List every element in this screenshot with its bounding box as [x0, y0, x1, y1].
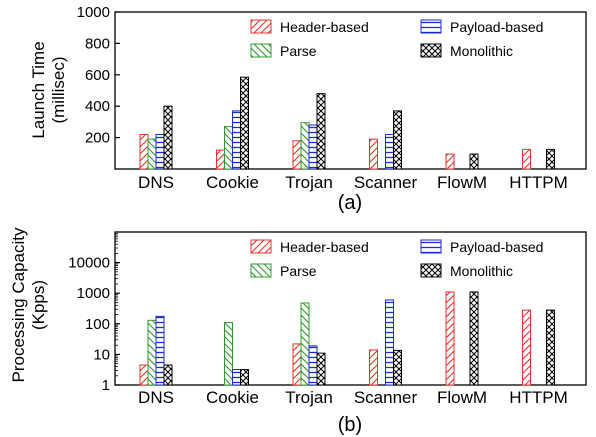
bar-mono-a	[469, 153, 479, 170]
bar-payload-a	[232, 110, 241, 170]
legend-b: Header-based Parse Payload-based Monolit…	[250, 239, 543, 279]
bar-header-a	[369, 138, 378, 170]
category-label-b: FlowM	[437, 388, 487, 407]
legend-swatch-parse-b	[250, 263, 272, 278]
bar-mono-b	[163, 364, 173, 386]
bar-mono-b	[316, 352, 326, 386]
legend-label-mono-b: Monolithic	[450, 263, 513, 279]
bar-header-b	[445, 291, 455, 386]
bar-header-a	[292, 140, 302, 170]
plot-frame-b	[114, 231, 587, 386]
plot-frame-a	[114, 11, 587, 170]
y-tick-label-a: 400	[85, 98, 110, 115]
category-label-a: Cookie	[206, 173, 259, 192]
legend-swatch-payload-a	[420, 19, 442, 34]
y-tick-label-b: 10000	[68, 255, 110, 272]
bar-mono-a	[393, 110, 402, 170]
bar-parse-a	[147, 138, 157, 170]
bar-payload-a	[308, 124, 318, 170]
bar-mono-b	[393, 349, 402, 386]
legend-label-mono-a: Monolithic	[450, 43, 513, 59]
bar-parse-b	[300, 302, 310, 386]
chart-panel-a: 200 400 600 800 1000 DNS Cookie Trojan Scanner F…	[29, 4, 587, 214]
category-label-b: Scanner	[354, 388, 418, 407]
bar-mono-a	[240, 76, 249, 170]
category-label-a: HTTPM	[509, 173, 568, 192]
legend-label-payload-b: Payload-based	[450, 239, 543, 255]
category-label-a: DNS	[138, 173, 174, 192]
y-axis-sublabel-a: (millisec)	[49, 56, 68, 123]
bar-parse-b	[224, 322, 233, 386]
bars-b	[139, 291, 555, 386]
y-tick-label-b: 1000	[77, 285, 110, 302]
bar-payload-b	[155, 315, 165, 386]
y-axis-sublabel-b: (Kpps)	[29, 280, 48, 330]
bar-header-b	[292, 343, 302, 386]
category-label-b: DNS	[138, 388, 174, 407]
y-tick-label-a: 1000	[77, 4, 110, 21]
x-axis-a: DNS Cookie Trojan Scanner FlowM HTTPM	[138, 173, 568, 192]
bar-header-b	[522, 309, 531, 386]
legend-label-parse-b: Parse	[280, 263, 317, 279]
bar-mono-b	[469, 291, 479, 386]
legend-swatch-payload-b	[420, 239, 442, 254]
bar-mono-b	[546, 309, 555, 386]
y-tick-label-a: 800	[85, 35, 110, 52]
bar-header-a	[216, 149, 225, 170]
bar-mono-a	[163, 105, 173, 170]
bar-header-b	[139, 364, 149, 386]
category-label-b: HTTPM	[509, 388, 568, 407]
y-tick-label-b: 100	[85, 316, 110, 333]
bar-parse-a	[300, 122, 310, 170]
y-tick-label-a: 200	[85, 130, 110, 147]
x-axis-b: DNS Cookie Trojan Scanner FlowM HTTPM	[138, 388, 568, 407]
bar-header-a	[522, 148, 531, 170]
bar-payload-a	[385, 133, 394, 170]
legend-swatch-header-b	[250, 239, 272, 254]
bar-mono-a	[546, 148, 555, 170]
y-axis-label-b: Processing Capacity	[9, 227, 28, 382]
legend-label-payload-a: Payload-based	[450, 19, 543, 35]
bar-mono-a	[316, 93, 326, 170]
category-label-b: Cookie	[206, 388, 259, 407]
legend-label-header-a: Header-based	[280, 19, 369, 35]
y-tick-label-a: 600	[85, 67, 110, 84]
legend-label-header-b: Header-based	[280, 239, 369, 255]
category-label-a: Scanner	[354, 173, 418, 192]
bar-payload-a	[155, 133, 165, 170]
bar-header-a	[139, 133, 149, 170]
y-axis-label-a: Launch Time	[29, 41, 48, 138]
category-label-b: Trojan	[285, 388, 333, 407]
legend-a: Header-based Parse Payload-based Monolit…	[250, 19, 543, 59]
y-tick-label-b: 10	[93, 346, 110, 363]
bar-payload-b	[385, 299, 394, 386]
legend-swatch-header-a	[250, 19, 272, 34]
legend-label-parse-a: Parse	[280, 43, 317, 59]
legend-swatch-mono-b	[420, 263, 442, 278]
bar-parse-b	[147, 319, 157, 386]
caption-a: (a)	[338, 192, 362, 214]
bar-header-b	[369, 349, 378, 386]
category-label-a: Trojan	[285, 173, 333, 192]
y-tick-label-b: 1	[102, 377, 110, 394]
y-axis-a: 200 400 600 800 1000	[77, 4, 120, 147]
bar-payload-b	[308, 345, 318, 386]
bar-parse-a	[224, 126, 233, 170]
bar-payload-b	[232, 369, 241, 386]
bar-mono-b	[240, 369, 249, 386]
chart-panel-b: 1 10 100 1000 10000 DNS Cookie Trojan Scanner Fl…	[9, 227, 587, 436]
bar-header-a	[445, 153, 455, 170]
legend-swatch-parse-a	[250, 43, 272, 58]
category-label-a: FlowM	[437, 173, 487, 192]
legend-swatch-mono-a	[420, 43, 442, 58]
y-axis-b: 1 10 100 1000 10000	[68, 233, 120, 394]
caption-b: (b)	[338, 414, 362, 436]
bars-a	[139, 76, 555, 170]
